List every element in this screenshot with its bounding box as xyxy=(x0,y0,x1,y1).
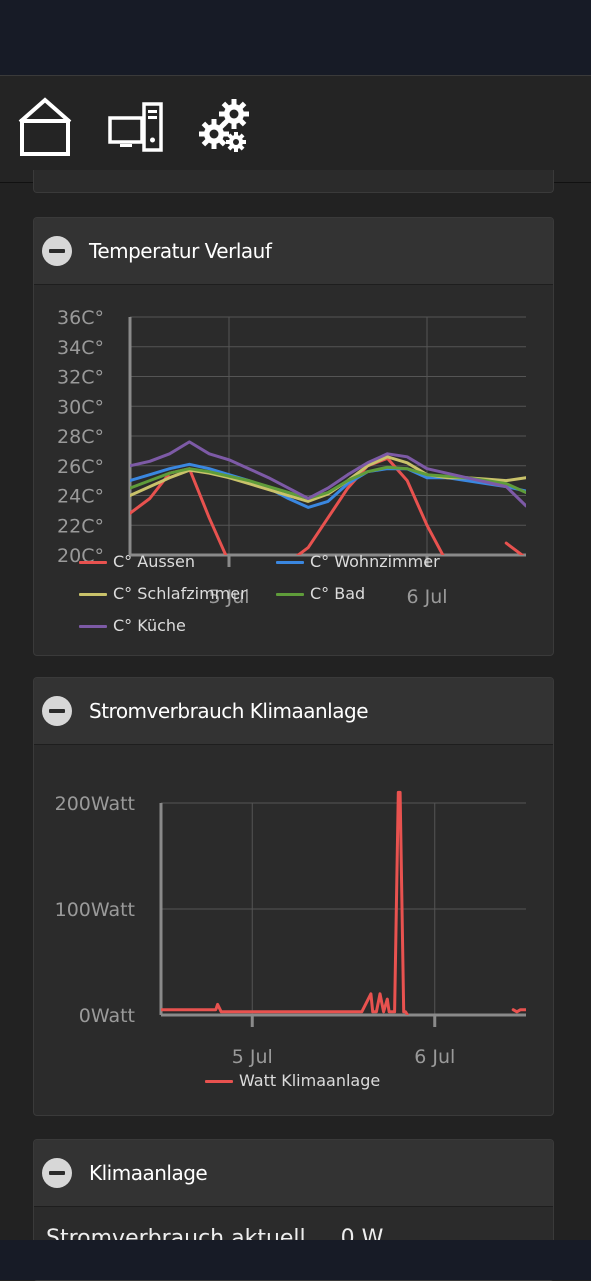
series-line-1 xyxy=(130,456,525,555)
collapse-icon[interactable] xyxy=(42,236,72,266)
legend-item-wohnzimmer[interactable]: C° Wohnzimmer xyxy=(276,552,440,571)
status-bar xyxy=(0,0,591,75)
y-tick-label: 28C° xyxy=(57,426,104,448)
y-tick-label: 0Watt xyxy=(79,1005,135,1027)
x-tick-label: 5 Jul xyxy=(208,586,249,608)
top-navigation xyxy=(0,75,591,183)
x-tick-label: 5 Jul xyxy=(232,1046,273,1068)
collapse-icon[interactable] xyxy=(42,696,72,726)
home-icon[interactable] xyxy=(16,96,74,160)
power-card-header: Stromverbrauch Klimaanlage xyxy=(34,678,553,745)
legend-item-bad[interactable]: C° Bad xyxy=(276,584,365,603)
y-tick-label: 200Watt xyxy=(55,793,135,815)
card-title: Temperatur Verlauf xyxy=(89,239,272,263)
y-tick-label: 34C° xyxy=(57,337,104,359)
legend-swatch xyxy=(79,593,107,596)
card-title: Stromverbrauch Klimaanlage xyxy=(89,699,369,723)
temperature-legend: C° Aussen C° Wohnzimmer C° Schlafzimmer … xyxy=(34,552,553,642)
legend-label: C° Aussen xyxy=(113,552,195,571)
series-line-5 xyxy=(130,440,526,508)
legend-label: C° Wohnzimmer xyxy=(310,552,440,571)
y-tick-label: 100Watt xyxy=(55,899,135,921)
y-tick-label: 26C° xyxy=(57,456,104,478)
legend-item-schlafzimmer[interactable]: C° Schlafzimmer xyxy=(79,584,247,603)
legend-swatch xyxy=(276,561,304,564)
legend-label: C° Küche xyxy=(113,616,186,635)
temperature-chart: 20C°22C°24C°26C°28C°30C°32C°34C°36C°5 Ju… xyxy=(57,307,526,608)
legend-label: C° Bad xyxy=(310,584,366,603)
temperature-card-header: Temperatur Verlauf xyxy=(34,218,553,285)
temperature-card: Temperatur Verlauf 20C° 22C° 24C° 26C° 28C° 3… xyxy=(33,217,554,656)
legend-label: C° Schlafzimmer xyxy=(113,584,247,603)
y-tick-label: 22C° xyxy=(57,515,104,537)
legend-swatch xyxy=(205,1080,233,1083)
legend-swatch xyxy=(276,593,304,596)
card-title: Klimaanlage xyxy=(89,1161,208,1185)
previous-card-bottom xyxy=(33,170,554,193)
y-tick-label: 36C° xyxy=(57,307,104,329)
settings-gears-icon[interactable] xyxy=(196,96,252,160)
legend-item-klimaanlage[interactable]: Watt Klimaanlage xyxy=(205,1071,380,1090)
power-card: Stromverbrauch Klimaanlage 0Watt 100Watt 2… xyxy=(33,677,554,1116)
devices-icon[interactable] xyxy=(106,96,166,158)
collapse-icon[interactable] xyxy=(42,1158,72,1188)
legend-label: Watt Klimaanlage xyxy=(239,1071,381,1090)
legend-swatch xyxy=(79,625,107,628)
navigation-bar xyxy=(0,1240,591,1280)
y-tick-label: 30C° xyxy=(57,396,104,418)
y-tick-label: 32C° xyxy=(57,367,104,389)
legend-item-kueche[interactable]: C° Küche xyxy=(79,616,186,635)
y-tick-label: 24C° xyxy=(57,486,104,508)
power-legend: Watt Klimaanlage xyxy=(34,1071,553,1095)
x-tick-label: 6 Jul xyxy=(406,586,447,608)
legend-item-aussen[interactable]: C° Aussen xyxy=(79,552,195,571)
legend-swatch xyxy=(79,561,107,564)
power-chart: 0Watt 100Watt 200Watt 5 Jul 6 Jul xyxy=(55,790,526,1068)
x-tick-label: 6 Jul xyxy=(414,1046,455,1068)
aircon-card-header: Klimaanlage xyxy=(34,1140,553,1207)
series-line-2 xyxy=(130,462,526,509)
series-line-1 xyxy=(161,790,526,1015)
